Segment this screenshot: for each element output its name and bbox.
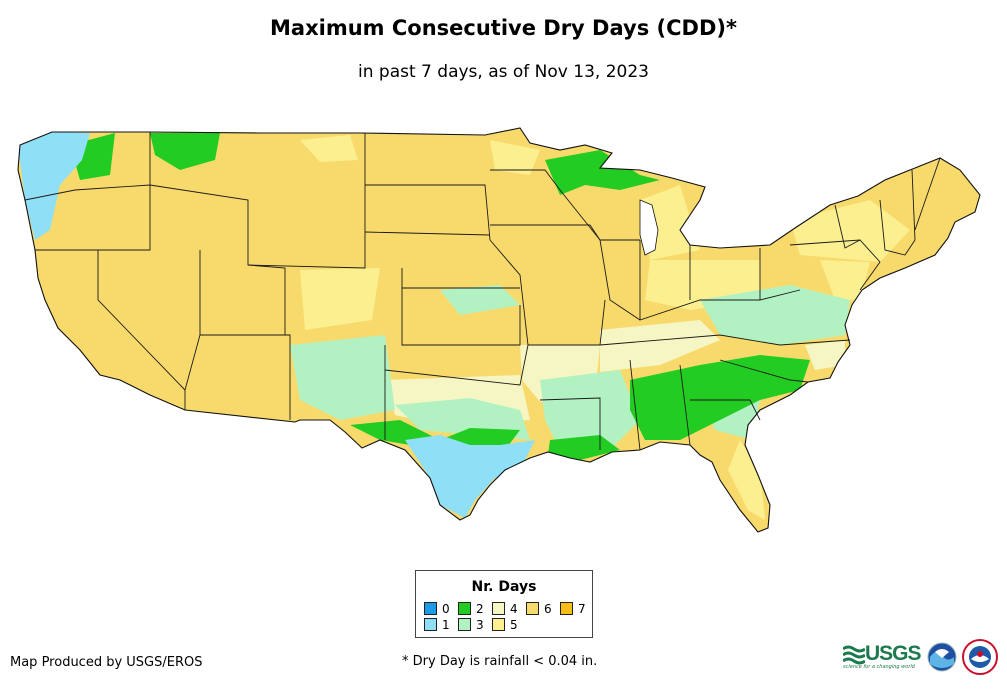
legend-item-4: 4 xyxy=(492,602,518,616)
legend-swatch-1 xyxy=(424,618,437,631)
zone-2-days-gulf-coast xyxy=(548,435,620,460)
map-title: Maximum Consecutive Dry Days (CDD)* xyxy=(270,16,737,40)
usgs-logo: USGS science for a changing world xyxy=(843,642,922,670)
lake-michigan xyxy=(639,199,659,256)
noaa-logo-icon xyxy=(927,642,957,672)
legend-swatch-6 xyxy=(526,602,539,615)
usgs-wave-icon xyxy=(843,645,865,665)
map-subtitle: in past 7 days, as of Nov 13, 2023 xyxy=(358,62,649,82)
legend-item-1: 1 xyxy=(424,618,450,632)
legend-item-6: 6 xyxy=(526,602,552,616)
zone-5-days-florida xyxy=(728,440,765,520)
us-outline xyxy=(17,127,981,533)
map-credit: Map Produced by USGS/EROS xyxy=(10,655,203,670)
zone-3-days-mississippi xyxy=(540,370,640,450)
usgs-tagline: science for a changing world xyxy=(843,664,915,670)
nws-logo-icon xyxy=(962,639,998,675)
legend-label-2: 2 xyxy=(476,602,484,616)
zone-2-days-southeast xyxy=(630,355,810,440)
legend-label-6: 6 xyxy=(544,602,552,616)
legend-item-5: 5 xyxy=(492,618,518,632)
legend-swatch-4 xyxy=(492,602,505,615)
legend-swatch-2 xyxy=(458,602,471,615)
legend: Nr. Days 0 1 2 3 4 5 6 7 xyxy=(415,570,593,638)
legend-title: Nr. Days xyxy=(471,579,537,595)
legend-item-2: 2 xyxy=(458,602,484,616)
zone-1-day-pacific-northwest xyxy=(18,132,90,240)
legend-item-3: 3 xyxy=(458,618,484,632)
legend-label-1: 1 xyxy=(442,618,450,632)
zone-2-days-central-texas xyxy=(350,420,520,450)
zone-3-days-kansas xyxy=(440,285,520,315)
legend-swatch-0 xyxy=(424,602,437,615)
zone-2-days-upper-michigan xyxy=(545,150,660,195)
zone-5-days-nj xyxy=(820,260,870,300)
legend-label-3: 3 xyxy=(476,618,484,632)
legend-swatch-3 xyxy=(458,618,471,631)
legend-label-0: 0 xyxy=(442,602,450,616)
legend-swatch-5 xyxy=(492,618,505,631)
zone-3-days-new-mexico xyxy=(290,335,395,420)
zone-5-days-colorado xyxy=(300,268,380,330)
zone-2-days-idaho-panhandle xyxy=(150,133,220,170)
usgs-wordmark: USGS xyxy=(865,642,922,665)
legend-swatch-7 xyxy=(560,602,573,615)
zone-5-days-minnesota xyxy=(490,140,540,175)
dry-day-footnote: * Dry Day is rainfall < 0.04 in. xyxy=(402,654,598,669)
legend-label-7: 7 xyxy=(578,602,586,616)
zone-5-days-northeast xyxy=(790,200,910,262)
zone-4-days-tennessee xyxy=(600,320,720,372)
zone-4-days-nc-coast xyxy=(805,340,845,370)
legend-label-5: 5 xyxy=(510,618,518,632)
legend-item-7: 7 xyxy=(560,602,586,616)
zone-5-days-montana xyxy=(300,135,358,162)
zone-1-day-south-texas xyxy=(405,435,535,518)
legend-label-4: 4 xyxy=(510,602,518,616)
us-cdd-map xyxy=(17,127,981,533)
legend-item-0: 0 xyxy=(424,602,450,616)
